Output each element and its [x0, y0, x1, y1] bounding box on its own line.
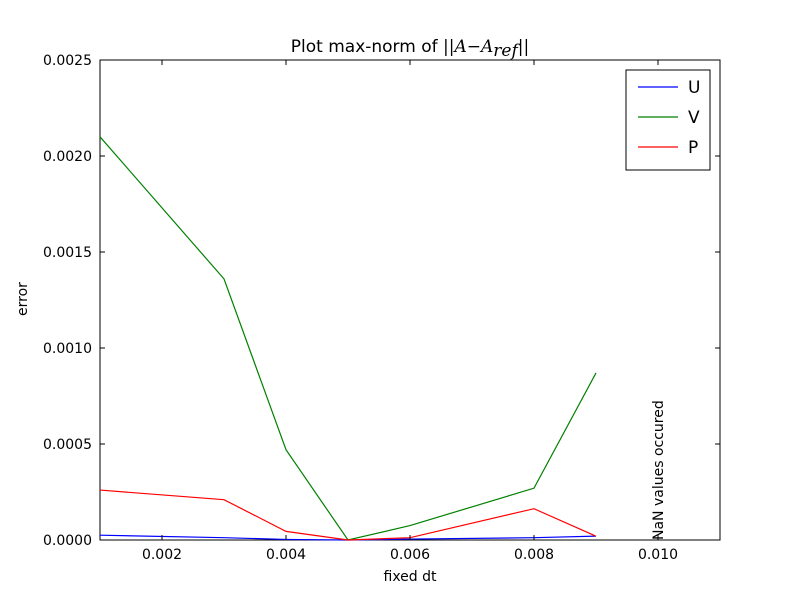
- y-tick-label: 0.0000: [43, 533, 92, 549]
- x-tick-label: 0.002: [142, 547, 182, 563]
- series-line-p: [99, 489, 597, 541]
- chart-title-math: ||A−A: [443, 37, 493, 57]
- annotation-layer: NaN values occured: [651, 400, 667, 540]
- legend-label-p: P: [688, 138, 698, 158]
- y-tick-label: 0.0020: [43, 149, 92, 165]
- y-tick-label: 0.0025: [43, 53, 92, 69]
- x-tick-label: 0.010: [638, 547, 678, 563]
- chart-title-math-end: ||: [518, 37, 529, 57]
- y-tick-label: 0.0010: [43, 341, 92, 357]
- legend: UVP: [625, 69, 711, 171]
- chart-title-text: Plot max-norm of: [291, 37, 443, 57]
- y-tick-label: 0.0015: [43, 245, 92, 261]
- chart-title: Plot max-norm of ||A−Aref||: [291, 37, 529, 61]
- ticks-layer: 0.002 0.004 0.006 0.008 0.010 0.0000 0.0005 0.0…: [43, 53, 720, 563]
- chart-title-math-subscript: ref: [493, 41, 520, 61]
- x-tick-label: 0.006: [390, 547, 430, 563]
- x-axis-label: fixed dt: [384, 569, 438, 585]
- legend-label-u: U: [688, 78, 700, 98]
- x-tick-label: 0.008: [514, 547, 554, 563]
- y-tick-label: 0.0005: [43, 437, 92, 453]
- y-axis-label: error: [15, 282, 31, 316]
- x-tick-label: 0.004: [266, 547, 306, 563]
- legend-label-v: V: [688, 108, 700, 128]
- annotation-nan: NaN values occured: [651, 400, 667, 540]
